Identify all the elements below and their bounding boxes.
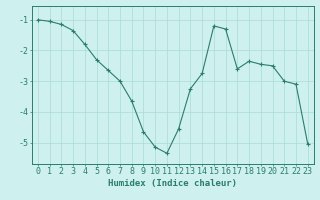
X-axis label: Humidex (Indice chaleur): Humidex (Indice chaleur) xyxy=(108,179,237,188)
